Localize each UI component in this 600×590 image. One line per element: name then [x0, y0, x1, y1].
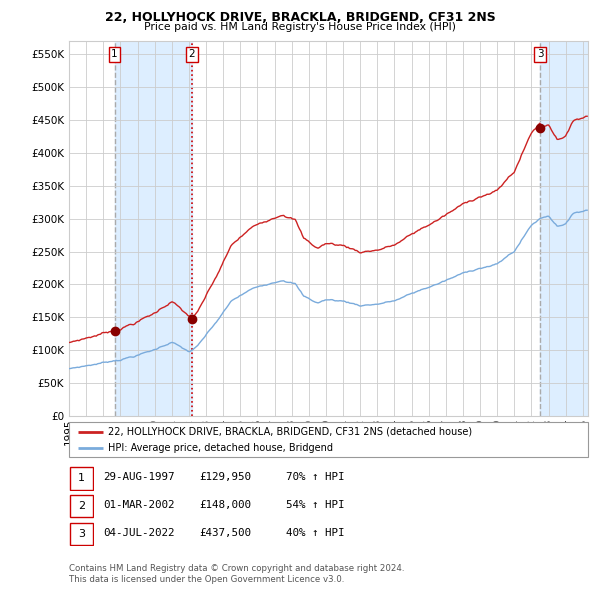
Text: Price paid vs. HM Land Registry's House Price Index (HPI): Price paid vs. HM Land Registry's House … — [144, 22, 456, 32]
Text: 29-AUG-1997: 29-AUG-1997 — [103, 472, 175, 482]
Text: £148,000: £148,000 — [199, 500, 251, 510]
FancyBboxPatch shape — [70, 467, 93, 490]
Text: 2: 2 — [188, 50, 195, 60]
Text: 01-MAR-2002: 01-MAR-2002 — [103, 500, 175, 510]
Bar — [115, 41, 192, 416]
Text: 1: 1 — [78, 474, 85, 483]
Bar — [540, 41, 588, 416]
Text: £437,500: £437,500 — [199, 527, 251, 537]
Text: This data is licensed under the Open Government Licence v3.0.: This data is licensed under the Open Gov… — [69, 575, 344, 584]
Text: 3: 3 — [78, 529, 85, 539]
Text: 22, HOLLYHOCK DRIVE, BRACKLA, BRIDGEND, CF31 2NS (detached house): 22, HOLLYHOCK DRIVE, BRACKLA, BRIDGEND, … — [108, 427, 472, 437]
FancyBboxPatch shape — [70, 523, 93, 545]
Text: 04-JUL-2022: 04-JUL-2022 — [103, 527, 175, 537]
Text: 3: 3 — [537, 50, 544, 60]
Text: £129,950: £129,950 — [199, 472, 251, 482]
Text: 1: 1 — [111, 50, 118, 60]
Text: 70% ↑ HPI: 70% ↑ HPI — [286, 472, 344, 482]
Text: HPI: Average price, detached house, Bridgend: HPI: Average price, detached house, Brid… — [108, 444, 333, 453]
Text: 22, HOLLYHOCK DRIVE, BRACKLA, BRIDGEND, CF31 2NS: 22, HOLLYHOCK DRIVE, BRACKLA, BRIDGEND, … — [104, 11, 496, 24]
FancyBboxPatch shape — [69, 422, 588, 457]
Text: 2: 2 — [78, 502, 85, 511]
FancyBboxPatch shape — [70, 495, 93, 517]
Text: 40% ↑ HPI: 40% ↑ HPI — [286, 527, 344, 537]
Text: 54% ↑ HPI: 54% ↑ HPI — [286, 500, 344, 510]
Text: Contains HM Land Registry data © Crown copyright and database right 2024.: Contains HM Land Registry data © Crown c… — [69, 565, 404, 573]
